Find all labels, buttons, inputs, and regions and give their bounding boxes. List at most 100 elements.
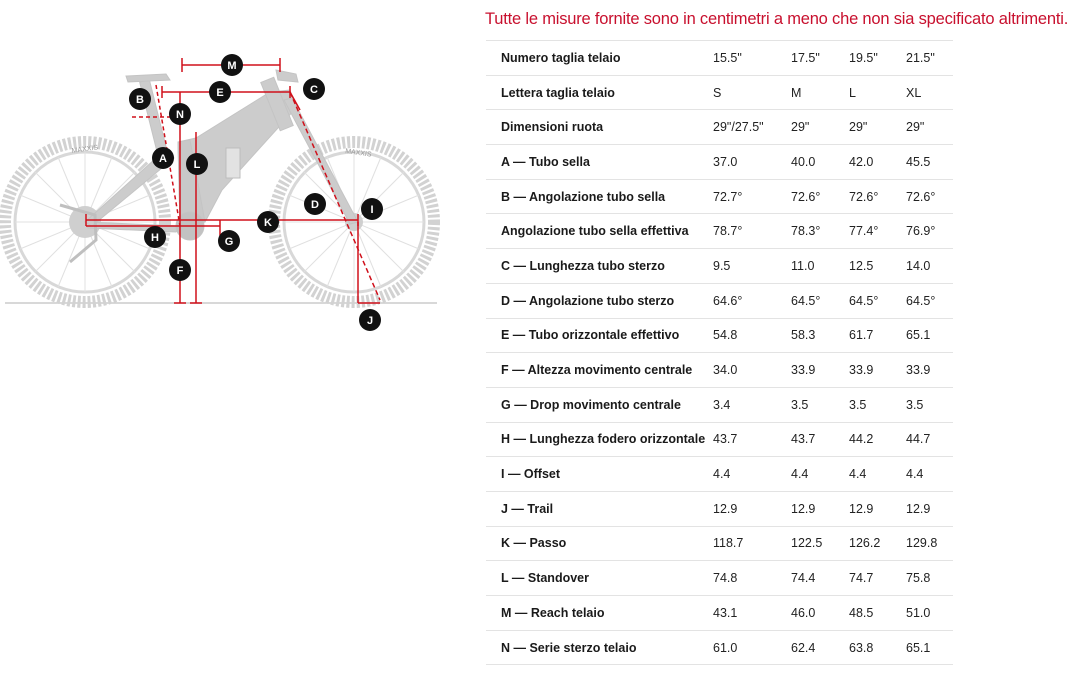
svg-text:J: J	[367, 315, 373, 327]
badge-h: H	[144, 226, 166, 248]
size-value-cell: 40.0	[791, 144, 849, 180]
table-row: Lettera taglia telaio S M L XL	[486, 75, 953, 111]
svg-text:B: B	[136, 94, 144, 106]
svg-text:C: C	[310, 84, 318, 96]
table-row: M — Reach telaio 43.1 46.0 48.5 51.0	[486, 595, 953, 631]
size-value-cell: 33.9	[906, 352, 953, 388]
size-value-cell: L	[849, 75, 906, 111]
size-value-cell: 3.5	[849, 387, 906, 423]
svg-text:A: A	[159, 153, 167, 165]
size-value-cell: 48.5	[849, 595, 906, 631]
size-value-cell: 34.0	[713, 352, 791, 388]
svg-text:G: G	[225, 236, 234, 248]
size-value-cell: 42.0	[849, 144, 906, 180]
row-label: E — Tubo orizzontale effettivo	[486, 318, 713, 354]
geometry-table: Numero taglia telaio 15.5" 17.5" 19.5" 21.5"…	[486, 40, 953, 666]
row-label: A — Tubo sella	[486, 144, 713, 180]
badge-e: E	[209, 81, 231, 103]
size-value-cell: 43.1	[713, 595, 791, 631]
size-value-cell: 75.8	[906, 560, 953, 596]
badge-k: K	[257, 211, 279, 233]
size-value-cell: 33.9	[849, 352, 906, 388]
badge-g: G	[218, 230, 240, 252]
svg-text:K: K	[264, 217, 272, 229]
size-value-cell: 4.4	[849, 456, 906, 492]
table-row: Numero taglia telaio 15.5" 17.5" 19.5" 21.5"	[486, 40, 953, 76]
table-row: Angolazione tubo sella effettiva 78.7° 78.…	[486, 213, 953, 250]
table-row: H — Lunghezza fodero orizzontale 43.7 43.7…	[486, 422, 953, 458]
row-label: Dimensioni ruota	[486, 109, 713, 146]
badge-f: F	[169, 259, 191, 281]
size-value-cell: 129.8	[906, 526, 953, 562]
row-label: H — Lunghezza fodero orizzontale	[486, 422, 713, 458]
row-label: D — Angolazione tubo sterzo	[486, 283, 713, 319]
size-value-cell: 62.4	[791, 630, 849, 666]
table-row: C — Lunghezza tubo sterzo 9.5 11.0 12.5 14.0	[486, 248, 953, 284]
size-value-cell: 29"	[849, 109, 906, 146]
table-row: K — Passo 118.7 122.5 126.2 129.8	[486, 526, 953, 562]
row-label: C — Lunghezza tubo sterzo	[486, 248, 713, 284]
size-value-cell: 72.6°	[849, 179, 906, 215]
row-label: N — Serie sterzo telaio	[486, 630, 713, 666]
row-label: Angolazione tubo sella effettiva	[486, 213, 713, 250]
svg-text:H: H	[151, 232, 159, 244]
bike-geometry-diagram: MAXXIS MAXXIS	[0, 54, 440, 331]
table-row: G — Drop movimento centrale 3.4 3.5 3.5 3.5	[486, 387, 953, 423]
size-value-cell: 37.0	[713, 144, 791, 180]
size-value-cell: 54.8	[713, 318, 791, 354]
size-value-cell: 4.4	[713, 456, 791, 492]
size-value-cell: 72.7°	[713, 179, 791, 215]
table-row: L — Standover 74.8 74.4 74.7 75.8	[486, 560, 953, 596]
bike-frame	[59, 69, 359, 264]
page-heading: Tutte le misure fornite sono in centimet…	[485, 10, 1069, 28]
row-label: B — Angolazione tubo sella	[486, 179, 713, 215]
size-value-cell: 12.5	[849, 248, 906, 284]
size-value-cell: 3.5	[906, 387, 953, 423]
table-row: I — Offset 4.4 4.4 4.4 4.4	[486, 456, 953, 492]
size-value-cell: 43.7	[791, 422, 849, 458]
size-value-cell: 9.5	[713, 248, 791, 284]
size-value-cell: 12.9	[906, 491, 953, 527]
size-value-cell: 45.5	[906, 144, 953, 180]
svg-text:N: N	[176, 109, 184, 121]
svg-text:I: I	[370, 204, 373, 216]
size-value-cell: 4.4	[906, 456, 953, 492]
size-value-cell: 74.8	[713, 560, 791, 596]
size-value-cell: 15.5"	[713, 40, 791, 76]
size-value-cell: 74.4	[791, 560, 849, 596]
size-value-cell: 72.6°	[791, 179, 849, 215]
size-value-cell: 76.9°	[906, 213, 953, 250]
table-row: B — Angolazione tubo sella 72.7° 72.6° 72.6…	[486, 179, 953, 215]
row-label: M — Reach telaio	[486, 595, 713, 631]
table-row: J — Trail 12.9 12.9 12.9 12.9	[486, 491, 953, 527]
size-value-cell: 3.4	[713, 387, 791, 423]
row-label: J — Trail	[486, 491, 713, 527]
table-row: Dimensioni ruota 29"/27.5" 29" 29" 29"	[486, 109, 953, 146]
row-label: I — Offset	[486, 456, 713, 492]
size-value-cell: 61.0	[713, 630, 791, 666]
size-value-cell: 72.6°	[906, 179, 953, 215]
svg-text:E: E	[216, 87, 223, 99]
badge-m: M	[221, 54, 243, 76]
svg-text:F: F	[177, 265, 184, 277]
badge-d: D	[304, 193, 326, 215]
badge-j: J	[359, 309, 381, 331]
row-label: K — Passo	[486, 526, 713, 562]
size-value-cell: 29"	[791, 109, 849, 146]
size-value-cell: 51.0	[906, 595, 953, 631]
size-value-cell: 29"/27.5"	[713, 109, 791, 146]
size-value-cell: 44.2	[849, 422, 906, 458]
size-value-cell: 21.5"	[906, 40, 953, 76]
badge-a: A	[152, 147, 174, 169]
table-row: A — Tubo sella 37.0 40.0 42.0 45.5	[486, 144, 953, 180]
row-label: L — Standover	[486, 560, 713, 596]
badge-b: B	[129, 88, 151, 110]
size-value-cell: 63.8	[849, 630, 906, 666]
size-value-cell: 17.5"	[791, 40, 849, 76]
size-value-cell: 12.9	[791, 491, 849, 527]
rear-tire-brand: MAXXIS	[71, 144, 98, 155]
size-value-cell: 43.7	[713, 422, 791, 458]
size-value-cell: 64.5°	[849, 283, 906, 319]
size-value-cell: 46.0	[791, 595, 849, 631]
size-value-cell: 64.6°	[713, 283, 791, 319]
